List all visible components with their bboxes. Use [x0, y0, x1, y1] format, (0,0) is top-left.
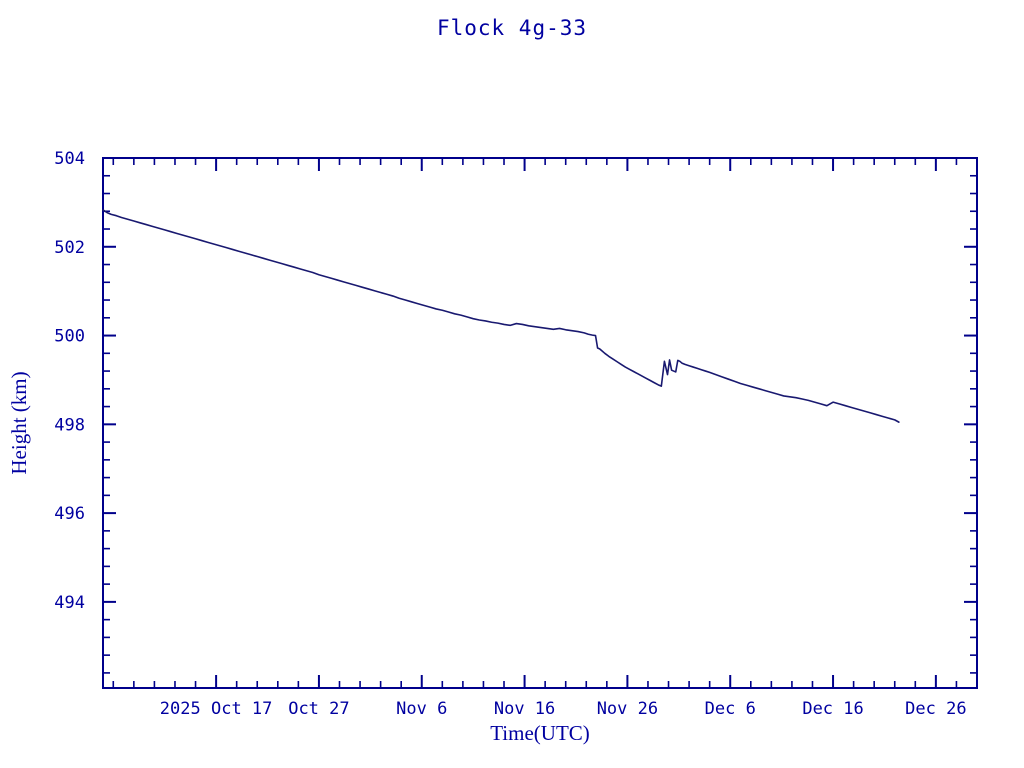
y-tick-label: 494: [54, 593, 85, 613]
y-tick-label: 500: [54, 327, 85, 347]
y-tick-label: 498: [54, 415, 85, 435]
x-tick-label: Dec 16: [802, 699, 863, 719]
y-axis-title: Height (km): [7, 371, 31, 474]
y-tick-label: 502: [54, 238, 85, 258]
plot-frame: [102, 157, 978, 689]
x-tick-label: Nov 16: [494, 699, 555, 719]
x-tick-label: Dec 6: [705, 699, 756, 719]
x-tick-label: 2025 Oct 17: [160, 699, 273, 719]
data-series-line: [102, 209, 900, 423]
data-series-group: [102, 209, 900, 423]
y-tick-label: 496: [54, 504, 85, 524]
x-tick-label: Nov 6: [396, 699, 447, 719]
y-tick-label: 504: [54, 149, 85, 169]
y-axis-ticks: [103, 157, 977, 674]
x-tick-label: Oct 27: [288, 699, 349, 719]
x-tick-label: Nov 26: [597, 699, 658, 719]
x-axis-ticks: [112, 158, 978, 688]
x-axis-tick-labels: 2025 Oct 17 Oct 27 Nov 6 Nov 16 Nov 26 Dec 6 D…: [160, 699, 967, 719]
x-tick-label: Dec 26: [905, 699, 966, 719]
y-axis-tick-labels: 504 502 500 498 496 494: [54, 149, 85, 613]
chart-title: Flock 4g-33: [436, 16, 588, 40]
x-axis-title: Time(UTC): [490, 721, 590, 745]
